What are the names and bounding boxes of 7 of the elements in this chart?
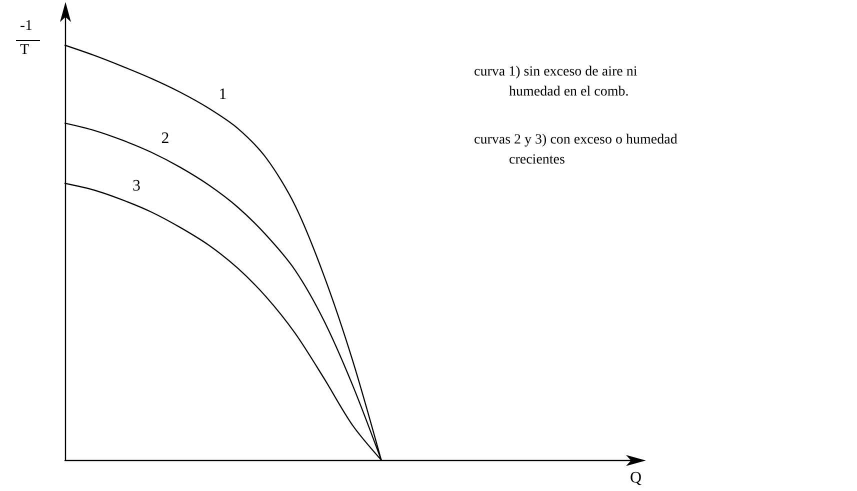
annotation: curva 1) sin exceso de aire ni humedad en el comb. [474, 64, 638, 100]
x-axis-title: Q [630, 470, 642, 486]
y-axis-title: -1 T [20, 18, 32, 58]
series-label: 1 [218, 86, 227, 103]
series-label: 2 [161, 130, 170, 147]
series-label: 3 [132, 177, 140, 194]
annotation: curvas 2 y 3) con exceso o humedad crecientes [474, 132, 678, 168]
